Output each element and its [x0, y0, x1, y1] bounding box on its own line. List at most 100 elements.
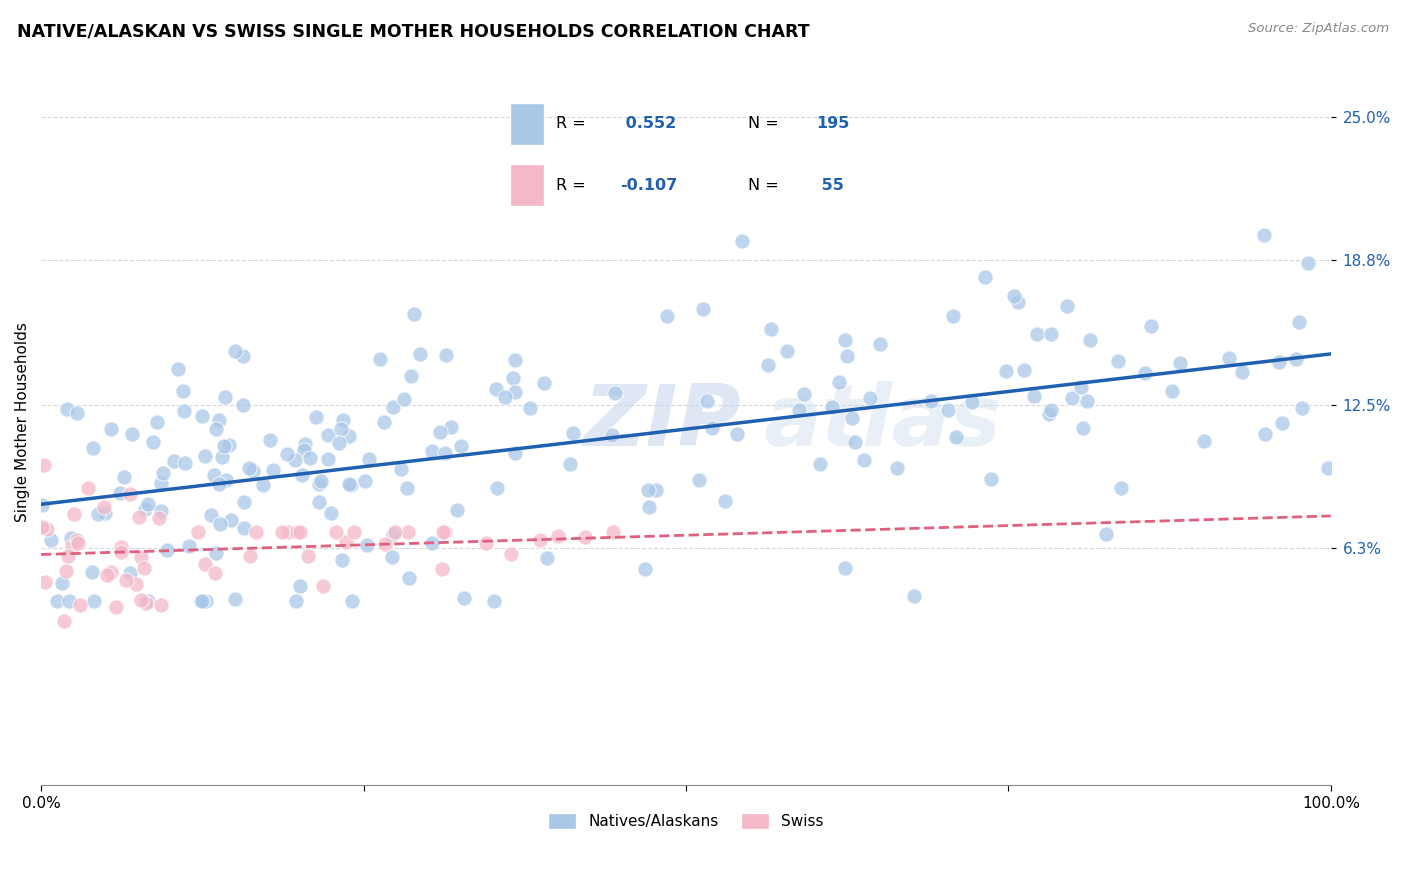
Point	[475, 536, 498, 550]
Point	[1026, 327, 1049, 342]
Point	[128, 510, 150, 524]
Point	[340, 478, 363, 492]
Point	[208, 476, 231, 491]
Point	[215, 473, 238, 487]
Point	[1040, 403, 1063, 417]
Point	[519, 401, 541, 416]
Point	[205, 422, 228, 436]
Point	[195, 594, 218, 608]
Point	[87, 508, 110, 522]
Point	[190, 594, 212, 608]
Point	[284, 453, 307, 467]
Point	[232, 349, 254, 363]
Point	[204, 566, 226, 581]
Point	[399, 368, 422, 383]
Point	[1270, 416, 1292, 430]
Point	[1038, 407, 1060, 421]
Point	[292, 442, 315, 457]
Point	[288, 579, 311, 593]
Point	[271, 524, 294, 539]
Point	[66, 533, 89, 548]
Point	[384, 524, 406, 539]
Point	[1078, 333, 1101, 347]
Point	[299, 450, 322, 465]
Point	[110, 545, 132, 559]
Point	[759, 322, 782, 336]
Point	[1039, 327, 1062, 342]
Point	[309, 474, 332, 488]
Point	[603, 385, 626, 400]
Point	[1012, 363, 1035, 377]
Point	[337, 476, 360, 491]
Point	[212, 439, 235, 453]
Point	[1002, 289, 1025, 303]
Point	[94, 507, 117, 521]
Point	[135, 596, 157, 610]
Point	[398, 571, 420, 585]
Point	[104, 599, 127, 614]
Point	[149, 598, 172, 612]
Point	[335, 535, 357, 549]
Point	[837, 349, 859, 363]
Point	[321, 506, 343, 520]
Point	[134, 502, 156, 516]
Point	[238, 549, 260, 563]
Point	[285, 594, 308, 608]
Point	[382, 526, 405, 541]
Point	[600, 428, 623, 442]
Point	[316, 452, 339, 467]
Point	[1232, 365, 1254, 379]
Point	[328, 435, 350, 450]
Point	[453, 591, 475, 605]
Point	[316, 428, 339, 442]
Point	[730, 234, 752, 248]
Point	[1094, 526, 1116, 541]
Point	[308, 477, 330, 491]
Point	[359, 451, 381, 466]
Point	[396, 524, 419, 539]
Point	[112, 469, 135, 483]
Point	[434, 445, 457, 459]
Point	[142, 434, 165, 449]
Point	[692, 302, 714, 317]
Point	[558, 458, 581, 472]
Point	[574, 530, 596, 544]
Point	[834, 333, 856, 347]
Point	[787, 403, 810, 417]
Point	[354, 474, 377, 488]
Point	[219, 513, 242, 527]
Point	[177, 539, 200, 553]
Point	[381, 550, 404, 565]
Point	[80, 566, 103, 580]
Point	[503, 353, 526, 368]
Point	[853, 453, 876, 467]
Point	[190, 594, 212, 608]
Point	[136, 497, 159, 511]
Point	[156, 542, 179, 557]
Point	[131, 592, 153, 607]
Point	[834, 561, 856, 575]
Point	[118, 487, 141, 501]
Point	[1192, 434, 1215, 448]
Point	[1022, 389, 1045, 403]
Point	[793, 387, 815, 401]
Point	[1168, 356, 1191, 370]
Point	[55, 402, 77, 417]
Point	[152, 466, 174, 480]
Point	[420, 444, 443, 458]
Point	[529, 533, 551, 548]
Point	[100, 566, 122, 580]
Point	[232, 399, 254, 413]
Point	[172, 384, 194, 398]
Point	[942, 309, 965, 323]
Point	[859, 391, 882, 405]
Point	[1296, 256, 1319, 270]
Point	[696, 393, 718, 408]
Point	[69, 598, 91, 612]
Point	[420, 536, 443, 550]
Point	[505, 446, 527, 460]
Point	[211, 450, 233, 464]
Point	[429, 425, 451, 439]
Point	[482, 594, 505, 608]
Point	[869, 337, 891, 351]
